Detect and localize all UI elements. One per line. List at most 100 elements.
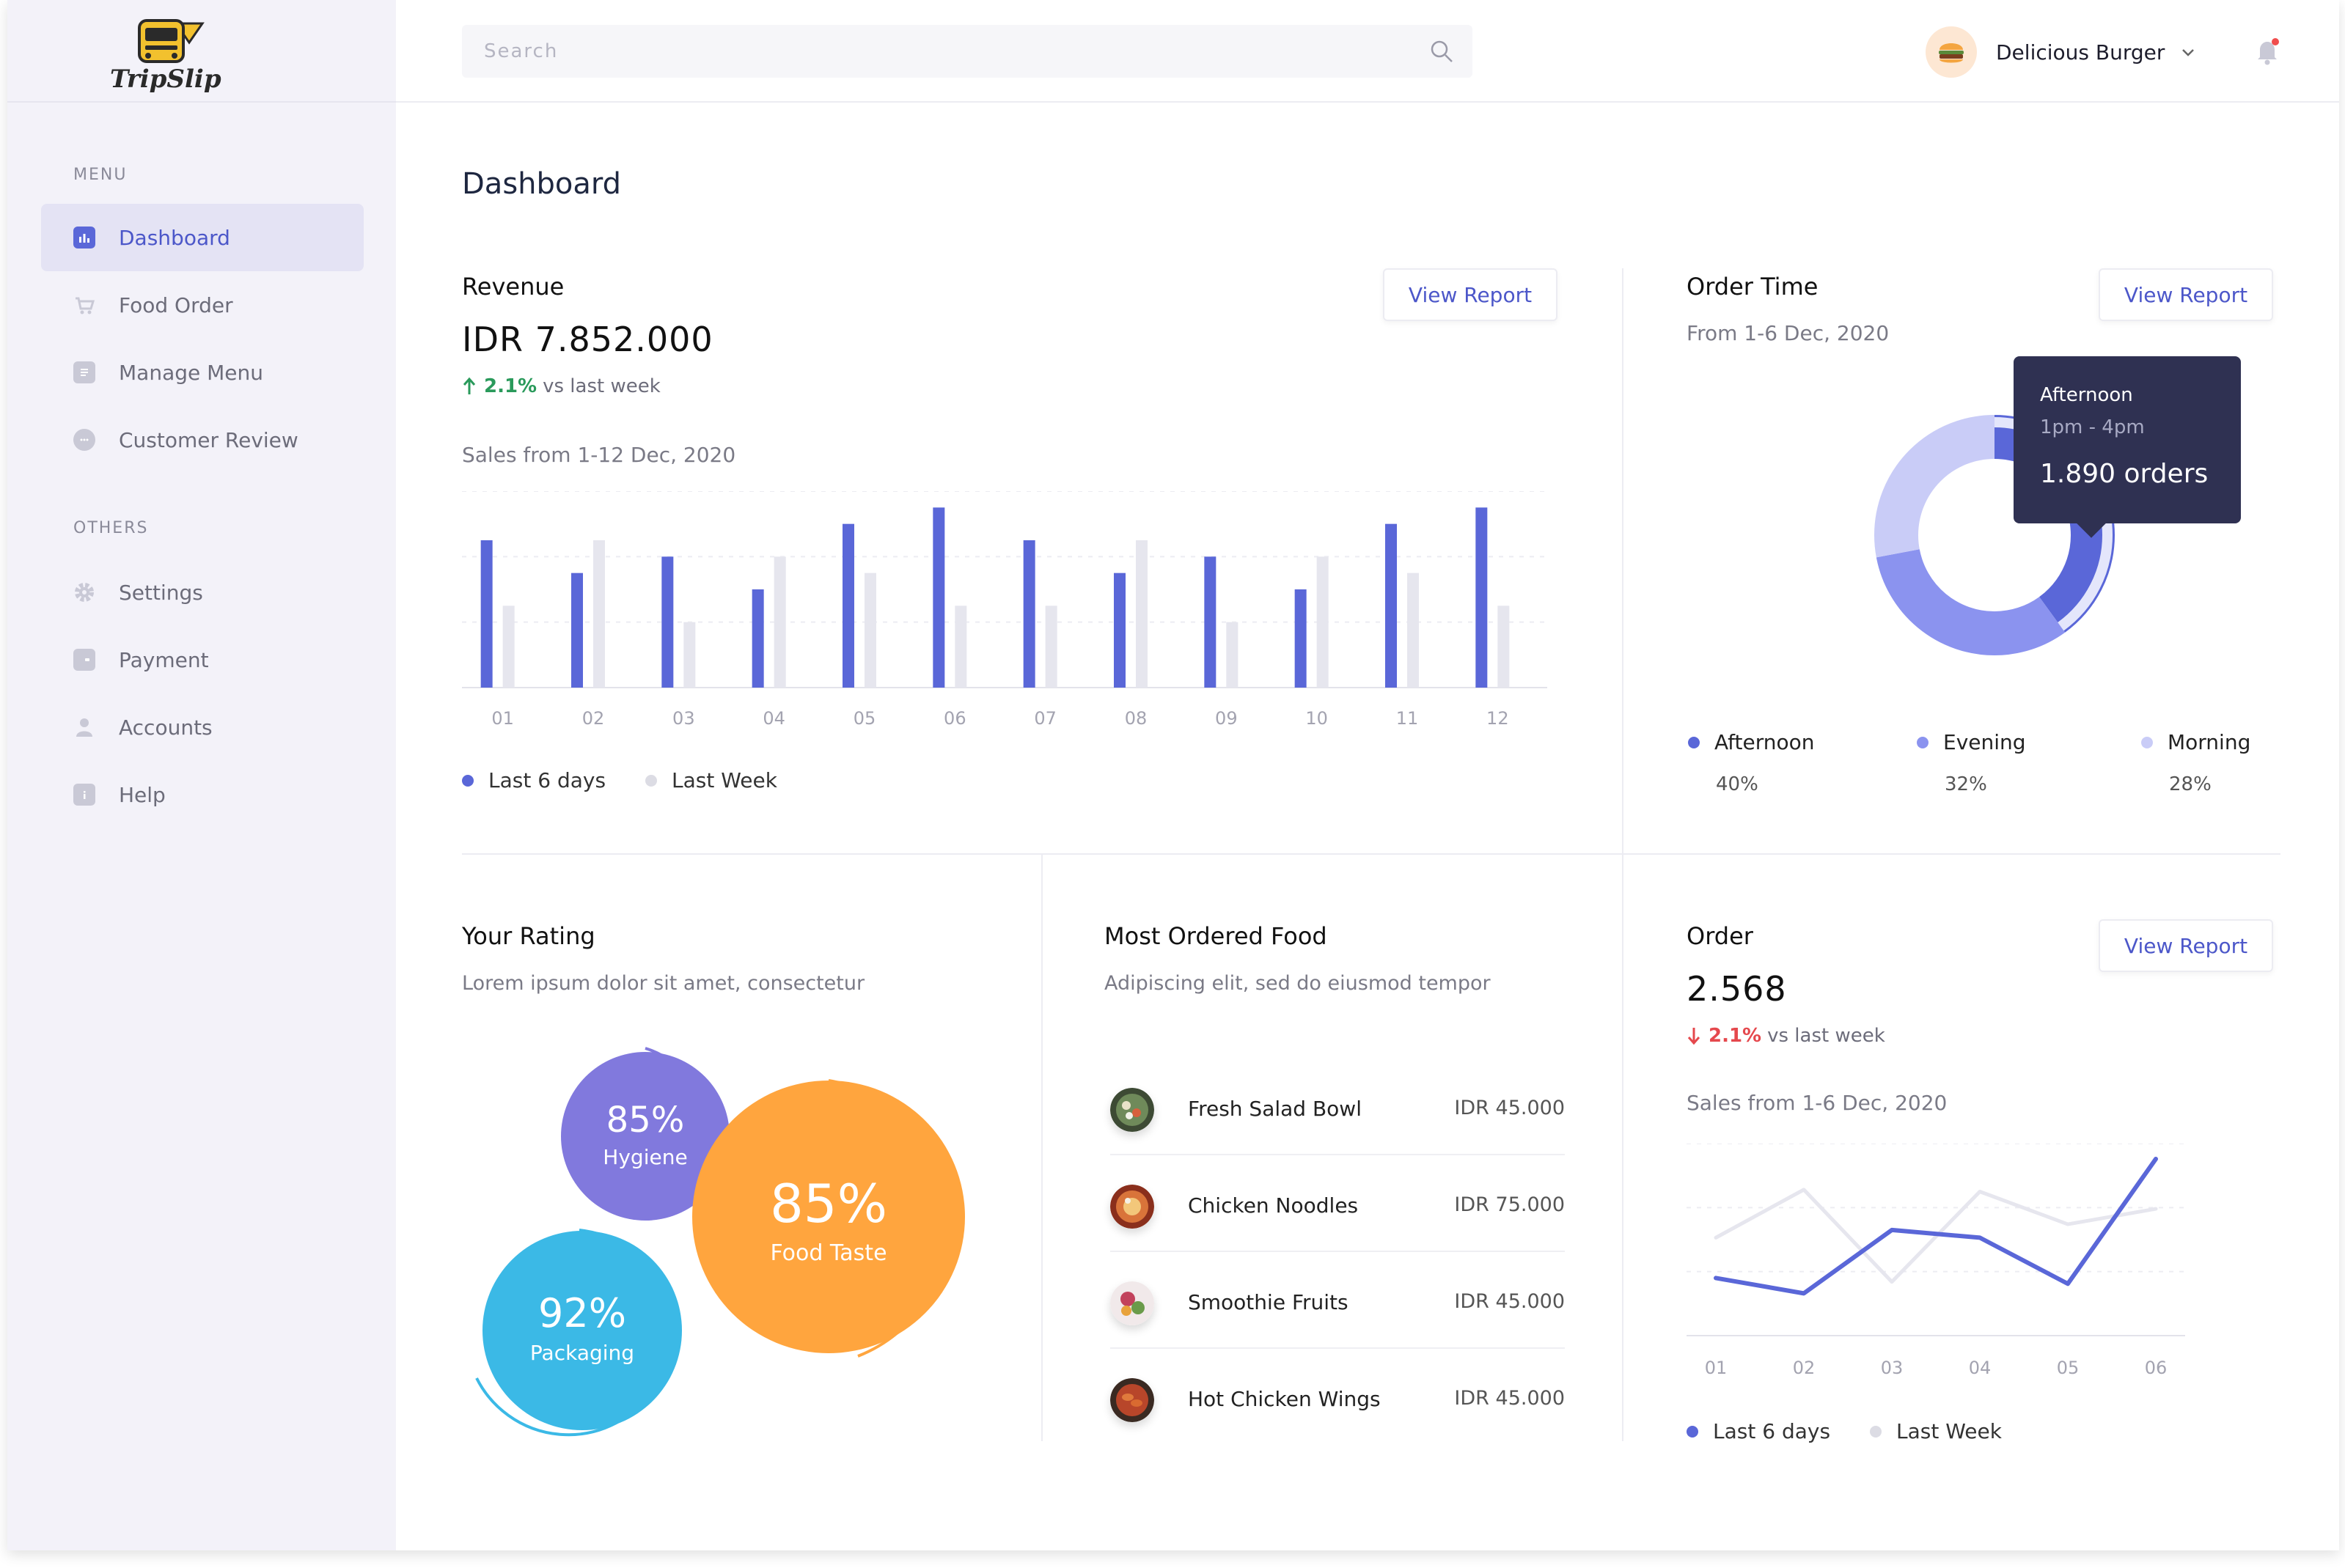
packaging-bubble (482, 1231, 682, 1430)
order-line-chart: 01 02 03 04 05 06 (1687, 1144, 2185, 1378)
bar-previous (1226, 622, 1238, 688)
hygiene-text: 85% Hygiene (562, 1100, 729, 1169)
food-list-item[interactable]: Fresh Salad Bowl IDR 45.000 (1110, 1059, 1565, 1155)
logo[interactable]: TripSlip (110, 16, 221, 97)
most-ordered-title: Most Ordered Food (1104, 922, 1327, 950)
order-view-report-button[interactable]: View Report (2099, 919, 2273, 972)
bar-previous (955, 606, 967, 688)
x-tick-label: 12 (1486, 708, 1509, 729)
bar-previous (1136, 540, 1148, 688)
bar-current (571, 573, 583, 688)
bar-previous (502, 606, 515, 688)
food-list-item[interactable]: Hot Chicken Wings IDR 45.000 (1110, 1349, 1565, 1446)
sidebar-item-manage-menu[interactable]: Manage Menu (41, 339, 364, 406)
legend-dot-current (462, 774, 474, 787)
legend-label-previous: Last Week (672, 768, 777, 792)
sidebar-item-food-order[interactable]: Food Order (41, 271, 364, 339)
sidebar-item-label: Payment (119, 647, 209, 672)
x-tick-label: 07 (1034, 708, 1057, 729)
sidebar-item-customer-review[interactable]: Customer Review (41, 406, 364, 474)
x-tick-label: 03 (672, 708, 695, 729)
menu-section-label: MENU (73, 166, 128, 184)
legend-label-current: Last 6 days (488, 768, 606, 792)
legend-value: 32% (1945, 773, 1987, 795)
x-tick-label: 09 (1215, 708, 1238, 729)
x-tick-label: 03 (1881, 1358, 1904, 1378)
x-tick-label: 05 (854, 708, 876, 729)
sidebar-item-dashboard[interactable]: Dashboard (41, 204, 364, 271)
header-divider (396, 101, 2339, 103)
legend-dot-previous (645, 774, 658, 787)
divider-vertical (1041, 855, 1043, 1441)
gear-icon (73, 581, 95, 603)
food-list-item[interactable]: Smoothie Fruits IDR 45.000 (1110, 1252, 1565, 1349)
order-change: 2.1% (1709, 1025, 1762, 1047)
x-tick-label: 04 (763, 708, 785, 729)
legend-value: 28% (2169, 773, 2212, 795)
order-trend: 2.1% vs last week (1687, 1025, 1885, 1047)
food-taste-text: 85% Food Taste (697, 1173, 961, 1266)
sidebar-item-payment[interactable]: Payment (41, 626, 364, 693)
line-series-previous (1714, 1188, 2158, 1284)
bar-previous (865, 573, 876, 688)
hygiene-label: Hygiene (603, 1145, 688, 1169)
revenue-change-suffix: vs last week (543, 375, 661, 397)
search-input[interactable] (484, 25, 1364, 78)
sidebar-item-accounts[interactable]: Accounts (41, 693, 364, 761)
legend-dot-afternoon (1688, 736, 1700, 748)
revenue-view-report-button[interactable]: View Report (1383, 268, 1557, 321)
sidebar-item-settings[interactable]: Settings (41, 559, 364, 626)
legend-label-current: Last 6 days (1713, 1419, 1831, 1443)
donut-slice-morning (1874, 415, 2115, 655)
tooltip-period: Afternoon (2040, 384, 2133, 406)
legend-value: 40% (1716, 773, 1758, 795)
order-subtitle: Sales from 1-6 Dec, 2020 (1687, 1091, 1948, 1115)
food-price: IDR 75.000 (1454, 1193, 1565, 1216)
line-series-current (1714, 1156, 2158, 1296)
sidebar-item-label: Manage Menu (119, 360, 263, 385)
x-tick-label: 02 (582, 708, 605, 729)
packaging-label: Packaging (529, 1341, 635, 1365)
profile-menu[interactable]: Delicious Burger (1926, 26, 2197, 78)
x-tick-label: 06 (944, 708, 966, 729)
food-list-item[interactable]: Chicken Noodles IDR 75.000 (1110, 1155, 1565, 1252)
chicken-wings-icon (1110, 1378, 1154, 1422)
salad-bowl-icon (1110, 1088, 1154, 1132)
food-taste-label: Food Taste (770, 1240, 887, 1266)
order-time-subtitle: From 1-6 Dec, 2020 (1687, 321, 1890, 345)
legend-label-previous: Last Week (1896, 1419, 2002, 1443)
bar-current (1475, 507, 1488, 688)
food-price: IDR 45.000 (1454, 1387, 1565, 1410)
others-section-label: OTHERS (73, 519, 149, 537)
bar-previous (1497, 606, 1510, 688)
logo-text: TripSlip (110, 65, 221, 94)
divider-vertical (1622, 268, 1623, 853)
sidebar-item-help[interactable]: Help (41, 761, 364, 828)
x-tick-label: 08 (1125, 708, 1148, 729)
revenue-bar-chart: 01 02 03 04 05 06 07 08 09 10 11 12 (462, 491, 1547, 729)
x-tick-label: 01 (1705, 1358, 1728, 1378)
revenue-legend: Last 6 days Last Week (462, 768, 777, 792)
bar-current (752, 589, 764, 688)
page-title: Dashboard (462, 167, 622, 201)
search-icon[interactable] (1430, 40, 1453, 63)
legend-dot-evening (1917, 736, 1929, 748)
hygiene-bubble (561, 1052, 730, 1221)
sidebar-item-label: Accounts (119, 715, 213, 740)
bell-icon[interactable] (2251, 35, 2283, 67)
x-tick-label: 02 (1793, 1358, 1816, 1378)
bar-previous (1316, 556, 1329, 688)
chevron-down-icon (2182, 49, 2195, 56)
arrow-down-icon (1687, 1028, 1700, 1045)
food-taste-value: 85% (769, 1173, 888, 1234)
food-price: IDR 45.000 (1454, 1097, 1565, 1119)
user-icon (73, 716, 95, 738)
bar-previous (683, 622, 696, 688)
revenue-title: Revenue (462, 273, 565, 301)
order-amount: 2.568 (1687, 969, 1787, 1009)
bar-previous (1407, 573, 1419, 688)
order-time-view-report-button[interactable]: View Report (2099, 268, 2273, 321)
sidebar: TripSlip MENU Dashboard Food Order Manag… (7, 0, 396, 1550)
tooltip-time: 1pm - 4pm (2040, 416, 2145, 438)
bar-current (1294, 589, 1307, 688)
